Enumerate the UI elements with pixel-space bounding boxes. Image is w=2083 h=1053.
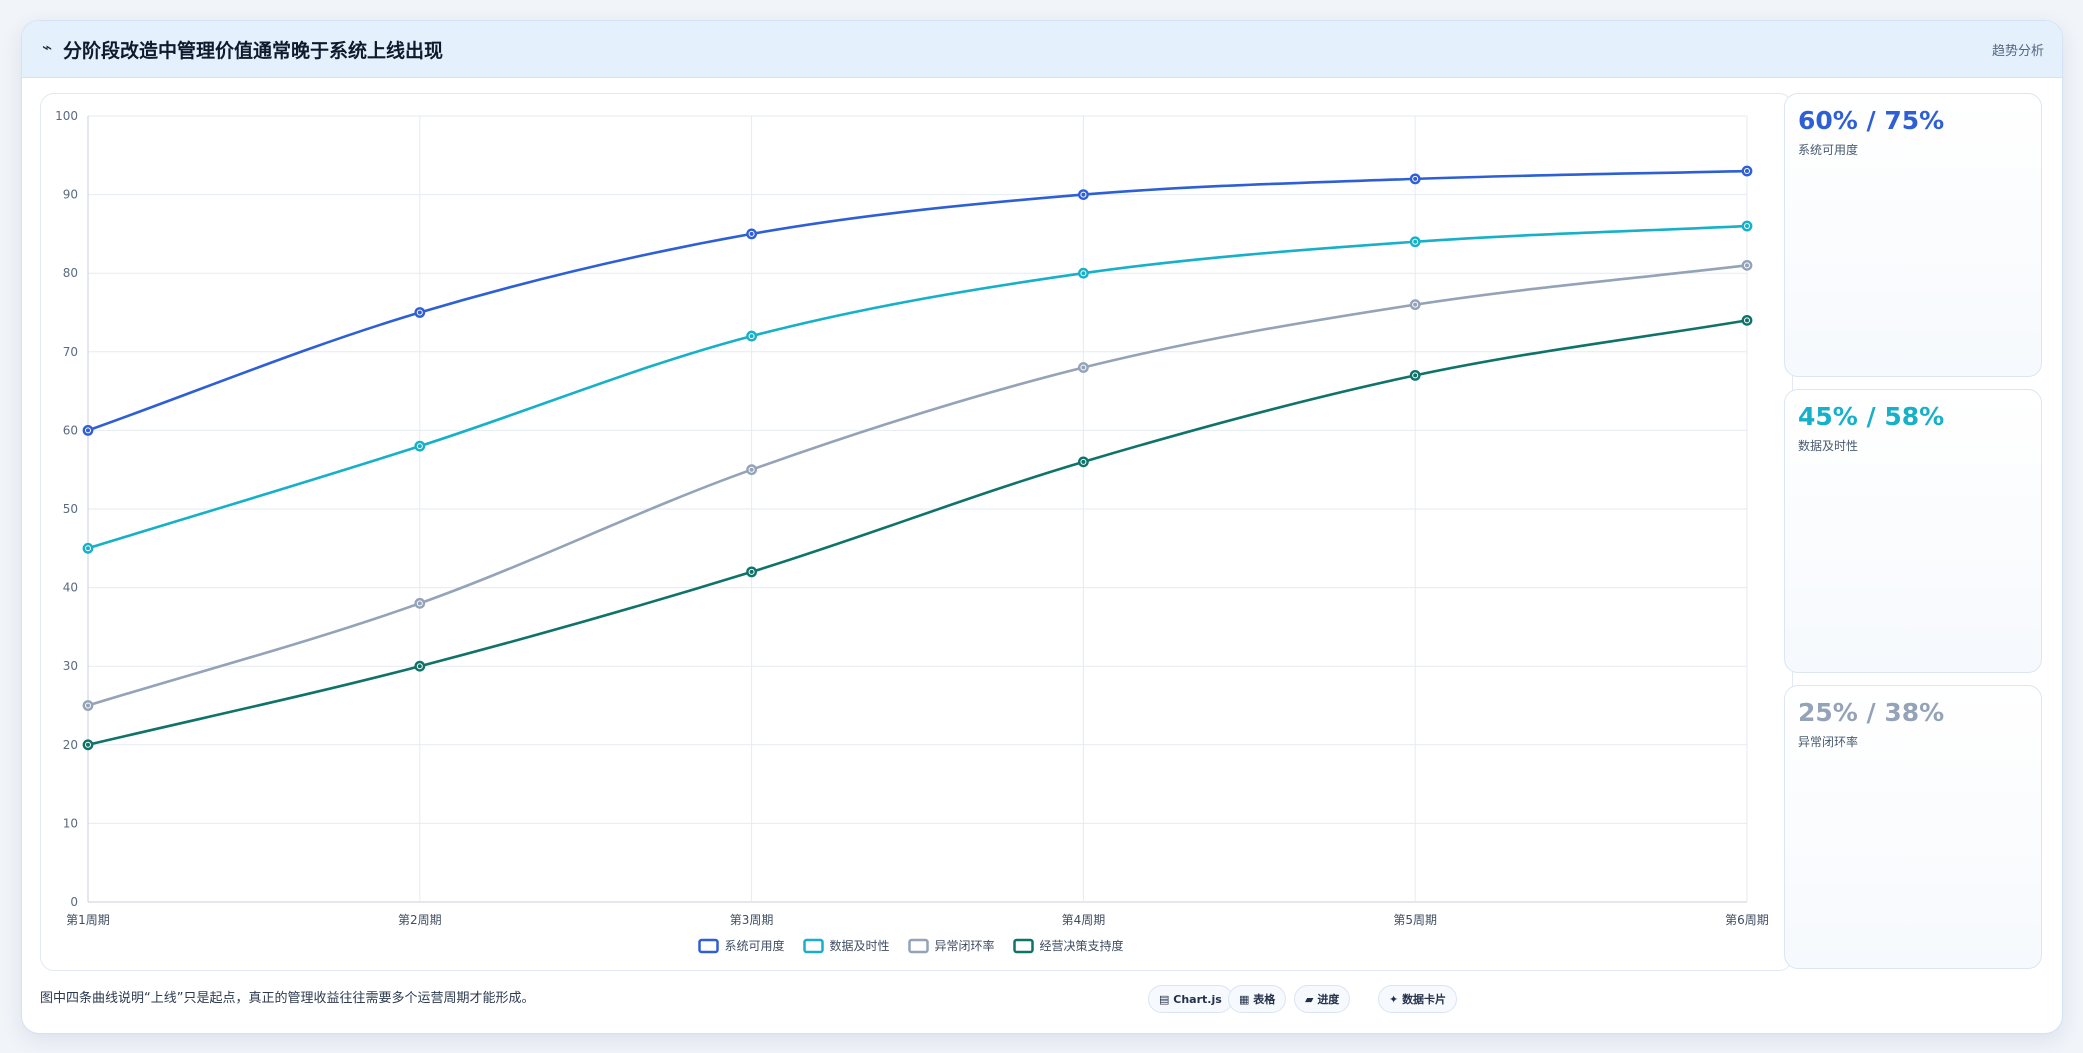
analysis-type-tag: 趋势分析 — [1991, 44, 2044, 59]
x-tick-label: 第6周期 — [1725, 913, 1769, 927]
chip-progress[interactable]: ▰ 进度 — [1294, 985, 1351, 1013]
chip-data-cards[interactable]: ✦ 数据卡片 — [1378, 985, 1458, 1013]
data-point-core — [417, 664, 422, 669]
table-icon: ▦ — [1239, 993, 1250, 1006]
data-point-core — [1081, 459, 1086, 464]
data-point-core — [86, 703, 90, 708]
kpi-card-system-availability: 60% / 75% 系统可用度 — [1784, 93, 2042, 377]
chip-label: 数据卡片 — [1402, 993, 1447, 1006]
card-header: ⌁ 分阶段改造中管理价值通常晚于系统上线出现 趋势分析 — [22, 21, 2062, 78]
y-tick-label: 80 — [63, 266, 78, 280]
kpi-card-exception-closure: 25% / 38% 异常闭环率 — [1784, 685, 2042, 969]
y-tick-label: 30 — [63, 659, 78, 673]
data-point-core — [1745, 263, 1749, 268]
sparkle-icon: ✦ — [1389, 993, 1399, 1006]
series-line-2 — [87, 224, 1748, 550]
kpi-value: 25% / 38% — [1798, 698, 1945, 727]
x-tick-label: 第4周期 — [1062, 913, 1106, 927]
series-line-3 — [87, 264, 1748, 707]
data-point-core — [749, 334, 754, 339]
data-point-core — [1081, 271, 1086, 276]
data-point-core — [749, 467, 754, 472]
chip-label: Chart.js — [1173, 993, 1222, 1006]
data-point-core — [749, 231, 754, 236]
kpi-value: 45% / 58% — [1798, 402, 1945, 431]
legend-swatch — [1013, 938, 1034, 954]
data-point-core — [417, 310, 422, 315]
x-tick-label: 第5周期 — [1393, 913, 1437, 927]
legend-label: 经营决策支持度 — [1040, 938, 1124, 953]
data-point-core — [86, 742, 90, 747]
series-lines — [82, 165, 1753, 751]
series-line-4 — [87, 319, 1748, 747]
x-tick-label: 第3周期 — [730, 913, 774, 927]
y-tick-label: 70 — [63, 345, 78, 359]
data-point-core — [1413, 239, 1418, 244]
chip-label: 进度 — [1317, 993, 1340, 1006]
kpi-card-data-timeliness: 45% / 58% 数据及时性 — [1784, 389, 2042, 673]
legend-swatch — [698, 938, 719, 954]
kpi-value: 60% / 75% — [1798, 106, 1945, 135]
chip-table[interactable]: ▦ 表格 — [1228, 985, 1287, 1013]
data-point-core — [1413, 302, 1418, 307]
y-tick-label: 0 — [70, 895, 78, 909]
x-tick-label: 第1周期 — [66, 913, 110, 927]
legend-label: 系统可用度 — [725, 938, 785, 953]
y-tick-label: 40 — [63, 581, 78, 595]
data-point-core — [1745, 169, 1749, 174]
data-point-core — [1413, 176, 1418, 181]
y-tick-label: 20 — [63, 738, 78, 752]
kpi-label: 数据及时性 — [1798, 439, 1859, 453]
legend-label: 数据及时性 — [830, 938, 890, 953]
series-line-1 — [87, 169, 1748, 432]
data-point-core — [86, 428, 90, 433]
legend[interactable]: 系统可用度 数据及时性 异常闭环率 经营决策支持度 — [698, 938, 1124, 954]
chart-panel: 0 10 20 30 40 50 60 70 80 90 100 第1周期 第2周期 第3周期 第4周期 第5… — [40, 93, 1793, 971]
data-point-core — [1745, 318, 1749, 323]
data-point-core — [1081, 192, 1086, 197]
y-tick-label: 50 — [63, 502, 78, 516]
y-tick-label: 60 — [63, 423, 78, 437]
x-tick-label: 第2周期 — [398, 913, 442, 927]
progress-icon: ▰ — [1305, 993, 1314, 1006]
data-point-core — [1413, 373, 1418, 378]
data-point-core — [417, 444, 422, 449]
data-point-core — [1745, 224, 1749, 229]
data-point-core — [86, 546, 90, 551]
y-tick-label: 100 — [55, 109, 78, 123]
legend-swatch — [803, 938, 824, 954]
y-tick-label: 90 — [63, 188, 78, 202]
chart-icon: ▤ — [1159, 993, 1170, 1006]
kpi-label: 系统可用度 — [1798, 143, 1859, 157]
axis-labels: 0 10 20 30 40 50 60 70 80 90 100 第1周期 第2周期 第3周期 第4周期 第5… — [55, 109, 1769, 927]
data-point-core — [749, 569, 754, 574]
y-tick-label: 10 — [63, 816, 78, 830]
data-point-core — [1081, 365, 1086, 370]
grid-lines — [87, 115, 1748, 903]
data-point-core — [417, 601, 422, 606]
legend-swatch — [908, 938, 929, 954]
chart-card: ⌁ 分阶段改造中管理价值通常晚于系统上线出现 趋势分析 0 10 20 30 40 50 6… — [21, 20, 2063, 1034]
chart-footnote: 图中四条曲线说明“上线”只是起点，真正的管理收益往往需要多个运营周期才能形成。 — [40, 991, 535, 1006]
page-title: 分阶段改造中管理价值通常晚于系统上线出现 — [63, 40, 444, 62]
chip-label: 表格 — [1253, 993, 1276, 1006]
trend-icon: ⌁ — [42, 38, 53, 58]
legend-label: 异常闭环率 — [935, 938, 995, 953]
line-chart: 0 10 20 30 40 50 60 70 80 90 100 第1周期 第2周期 第3周期 第4周期 第5… — [55, 109, 1769, 954]
kpi-label: 异常闭环率 — [1798, 735, 1859, 749]
chip-chartjs[interactable]: ▤ Chart.js — [1148, 985, 1233, 1013]
